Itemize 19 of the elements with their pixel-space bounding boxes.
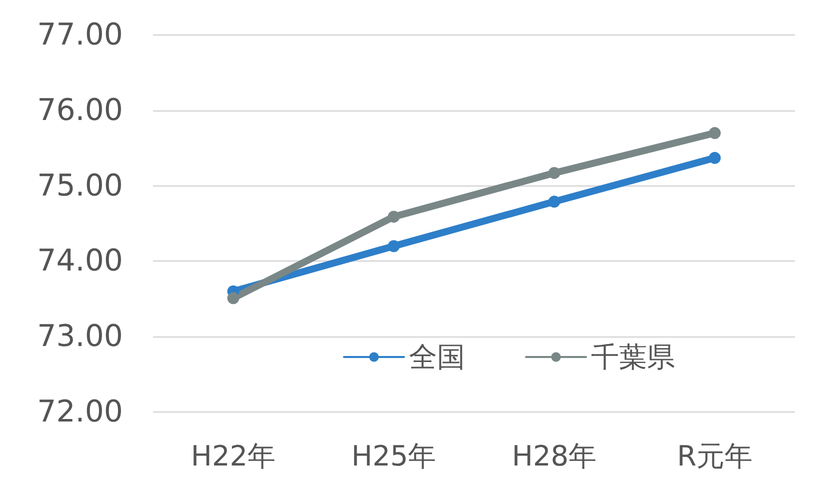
point (388, 240, 400, 252)
point (548, 166, 560, 179)
y-tick-label: 76.00 (37, 92, 123, 128)
y-tick-label: 77.00 (37, 18, 123, 52)
x-tick-label: R元年 (677, 440, 752, 472)
point (548, 196, 560, 208)
point (227, 292, 240, 304)
x-tick-label: H25年 (351, 440, 436, 472)
legend-label: 全国 (409, 340, 465, 374)
y-tick-label: 75.00 (37, 168, 123, 204)
point (708, 152, 721, 164)
point (708, 127, 721, 140)
x-tick-label: H28年 (512, 440, 597, 472)
legend-label: 千葉県 (591, 340, 675, 374)
y-tick-label: 73.00 (37, 319, 123, 354)
y-tick-label: 72.00 (37, 394, 123, 430)
point (388, 210, 400, 223)
y-tick-label: 74.00 (37, 244, 123, 279)
x-tick-label: H22年 (190, 440, 276, 472)
